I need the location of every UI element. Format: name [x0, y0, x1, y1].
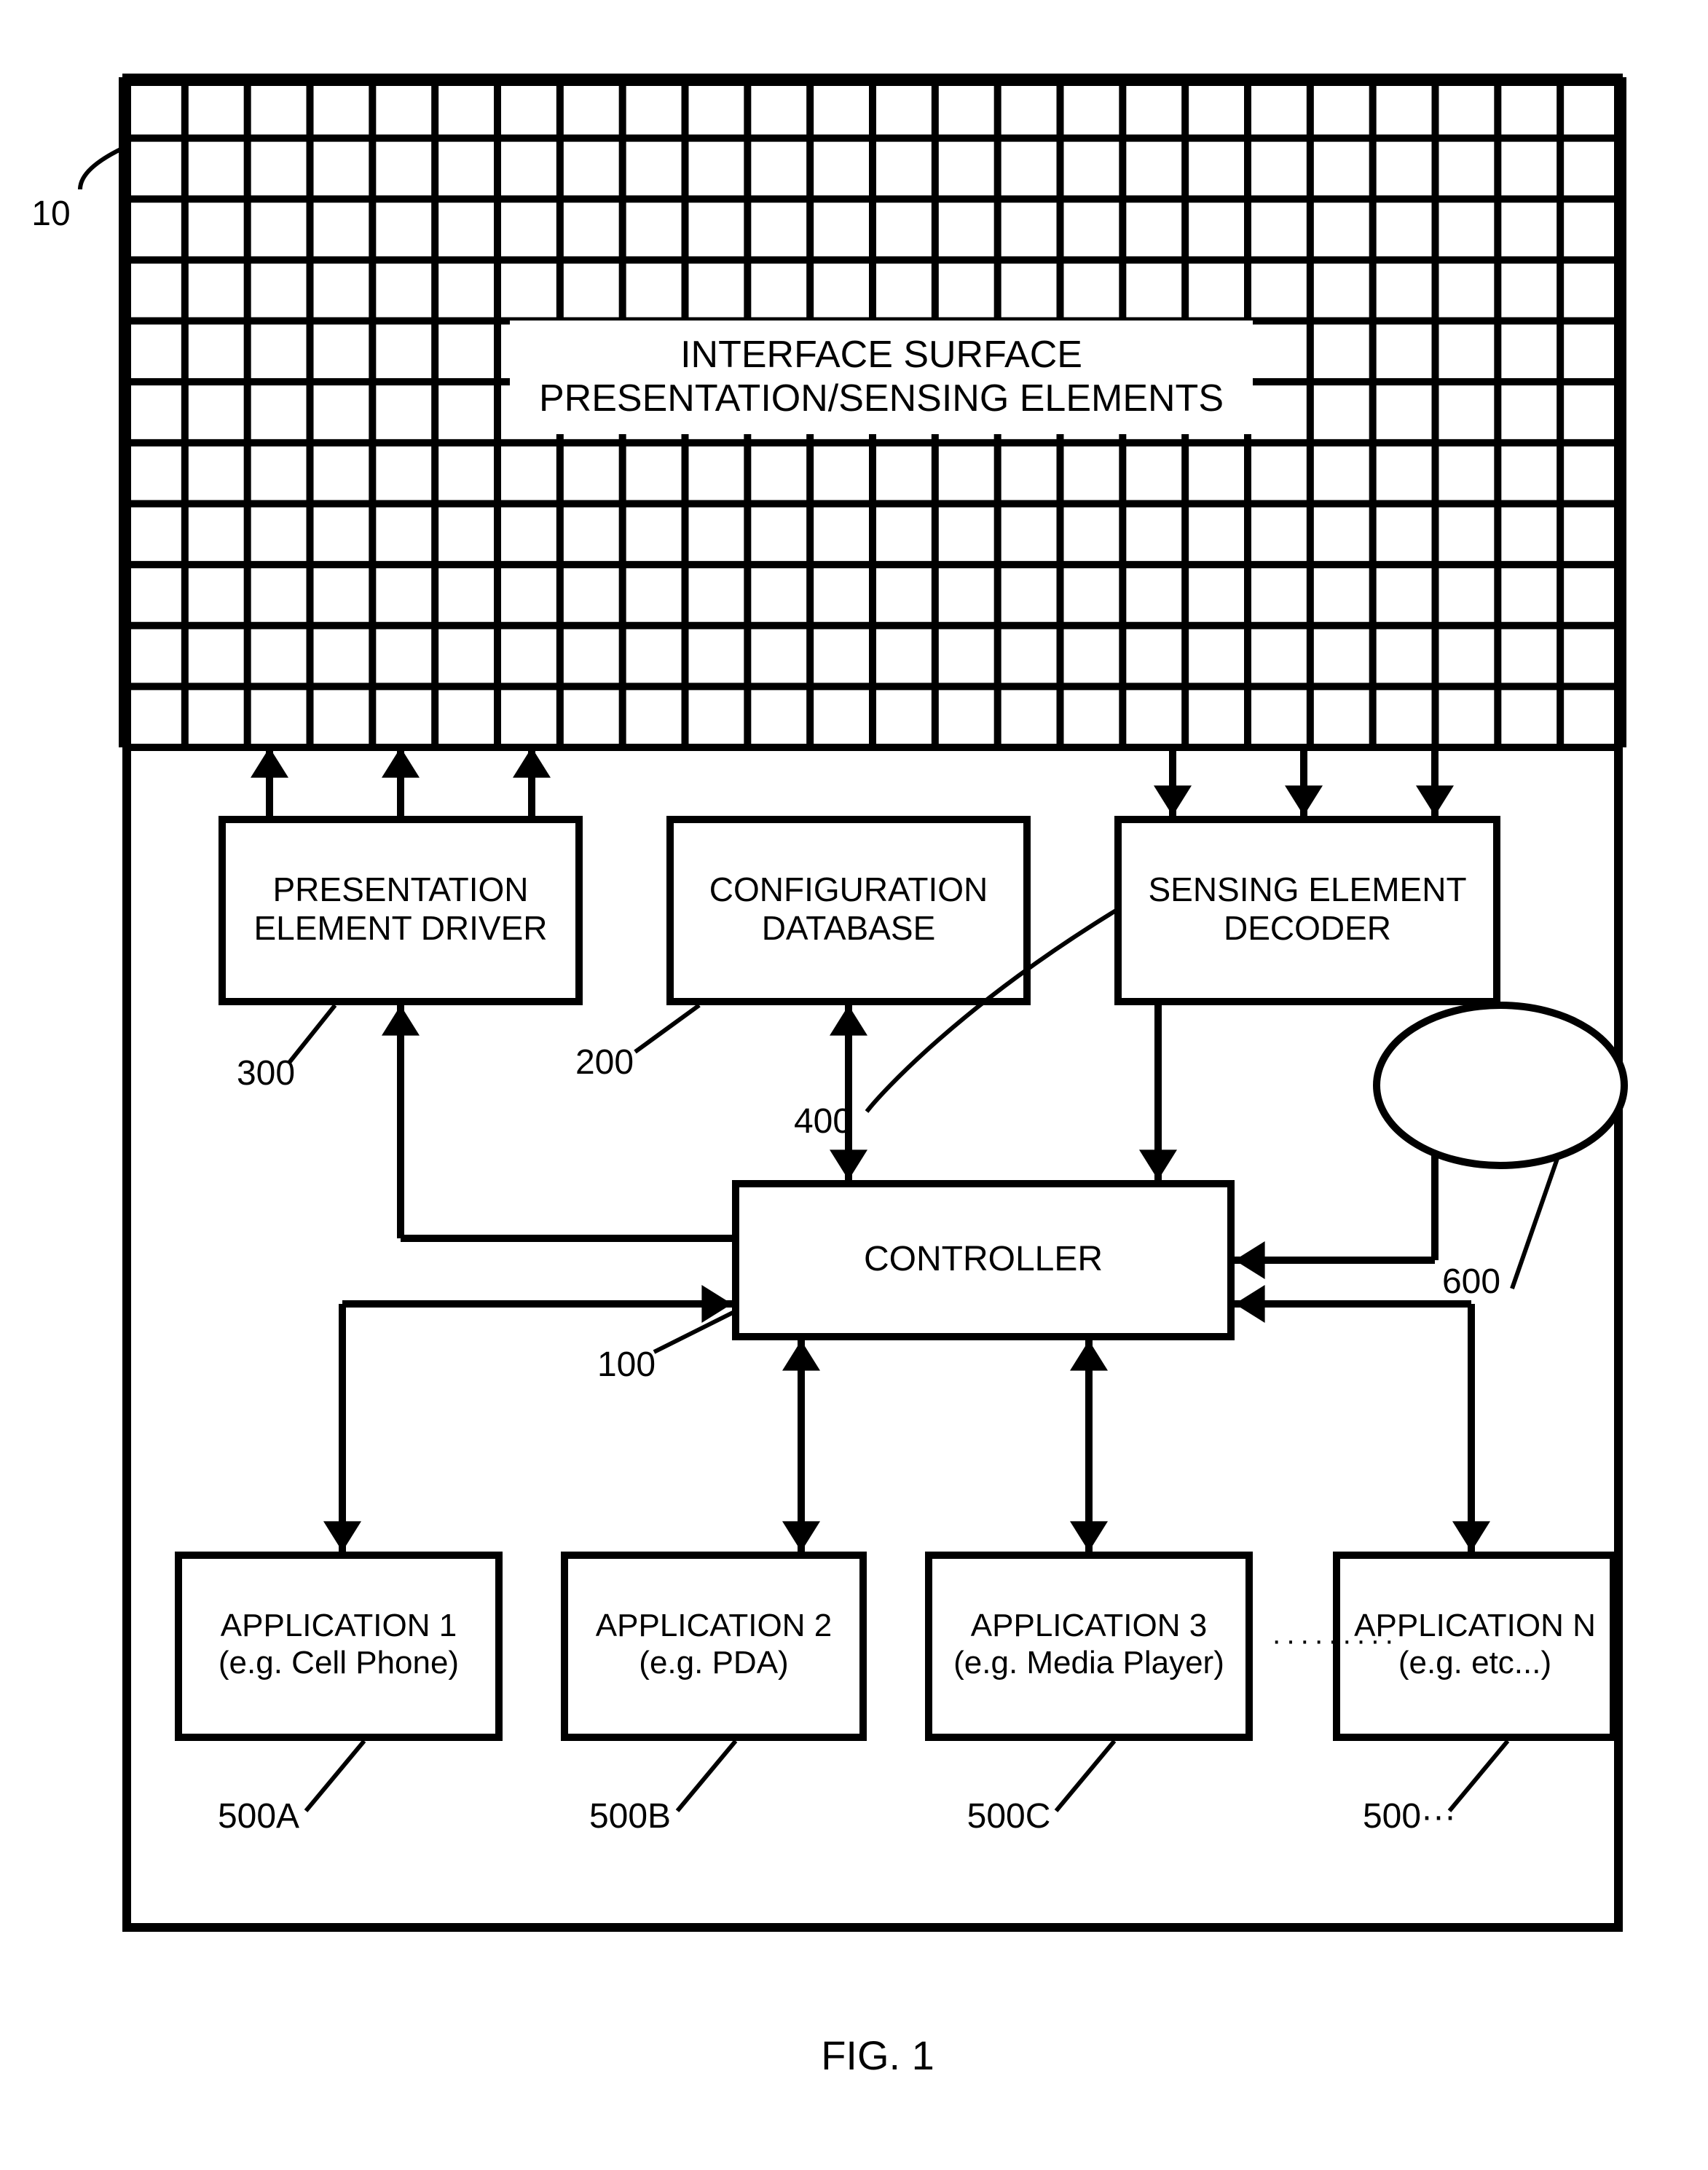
- ref-200: 200: [532, 1042, 677, 1082]
- figure-caption: FIG. 1: [768, 2032, 987, 2079]
- ref-100: 100: [554, 1345, 699, 1385]
- application-2-label: APPLICATION 2 (e.g. PDA): [561, 1608, 867, 1681]
- text: APPLICATION 1: [175, 1608, 503, 1645]
- ref-500a: 500A: [186, 1796, 331, 1836]
- ref-500b: 500B: [557, 1796, 703, 1836]
- text: (e.g. PDA): [561, 1645, 867, 1682]
- text: (e.g. Media Player): [925, 1645, 1253, 1682]
- ref-500c: 500C: [936, 1796, 1082, 1836]
- interface-surface-label: INTERFACE SURFACE PRESENTATION/SENSING E…: [510, 321, 1253, 434]
- ref-10: 10: [0, 194, 124, 234]
- text: INTERFACE SURFACE: [517, 334, 1245, 377]
- text: CONFIGURATION: [666, 870, 1031, 909]
- text: APPLICATION 3: [925, 1608, 1253, 1645]
- applications-ellipsis: ·········: [1272, 1624, 1398, 1657]
- text: DATABASE: [666, 909, 1031, 948]
- text: SENSOR(S): [1377, 1066, 1624, 1104]
- text: PRESENTATION: [219, 870, 583, 909]
- text: (e.g. Cell Phone): [175, 1645, 503, 1682]
- application-3-label: APPLICATION 3 (e.g. Media Player): [925, 1608, 1253, 1681]
- text: ELEMENT DRIVER: [219, 909, 583, 948]
- configuration-database-label: CONFIGURATION DATABASE: [666, 870, 1031, 948]
- ref-400: 400: [750, 1101, 896, 1141]
- sensor-label: SENSOR(S): [1377, 1066, 1624, 1104]
- controller-label: CONTROLLER: [732, 1239, 1235, 1279]
- text: DECODER: [1114, 909, 1500, 948]
- text: APPLICATION 2: [561, 1608, 867, 1645]
- presentation-element-driver-label: PRESENTATION ELEMENT DRIVER: [219, 870, 583, 948]
- ref-500n: 500···: [1337, 1796, 1482, 1836]
- text: CONTROLLER: [732, 1239, 1235, 1279]
- text: PRESENTATION/SENSING ELEMENTS: [517, 377, 1245, 421]
- ref-300: 300: [193, 1053, 339, 1093]
- sensing-element-decoder-label: SENSING ELEMENT DECODER: [1114, 870, 1500, 948]
- ref-600: 600: [1398, 1262, 1544, 1302]
- text: SENSING ELEMENT: [1114, 870, 1500, 909]
- application-1-label: APPLICATION 1 (e.g. Cell Phone): [175, 1608, 503, 1681]
